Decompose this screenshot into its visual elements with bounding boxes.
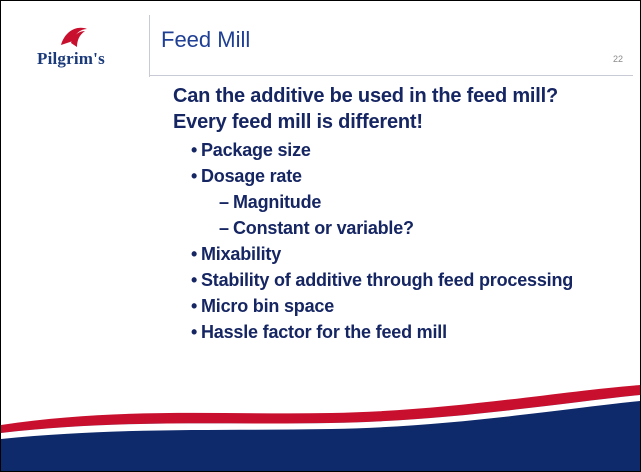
bullet-item: Mixability (173, 244, 613, 265)
bullet-item: Dosage rate (173, 166, 613, 187)
logo-text: Pilgrim's (37, 49, 105, 68)
bullet-item: Hassle factor for the feed mill (173, 322, 613, 343)
bullet-item: Magnitude (173, 192, 613, 213)
bullet-item: Package size (173, 140, 613, 161)
content: Can the additive be used in the feed mil… (173, 83, 613, 348)
logo-mark (61, 27, 87, 47)
bullet-item: Stability of additive through feed proce… (173, 270, 613, 291)
footer-wave (1, 385, 640, 471)
header-rule (149, 75, 633, 76)
bullet-item: Constant or variable? (173, 218, 613, 239)
page-number: 22 (613, 54, 624, 64)
bullet-item: Micro bin space (173, 296, 613, 317)
bullet-list: Package size Dosage rate Magnitude Constant… (173, 140, 613, 343)
intro-text: Can the additive be used in the feed mil… (173, 85, 558, 133)
header-divider (149, 15, 150, 77)
slide-title: Feed Mill (161, 27, 251, 52)
